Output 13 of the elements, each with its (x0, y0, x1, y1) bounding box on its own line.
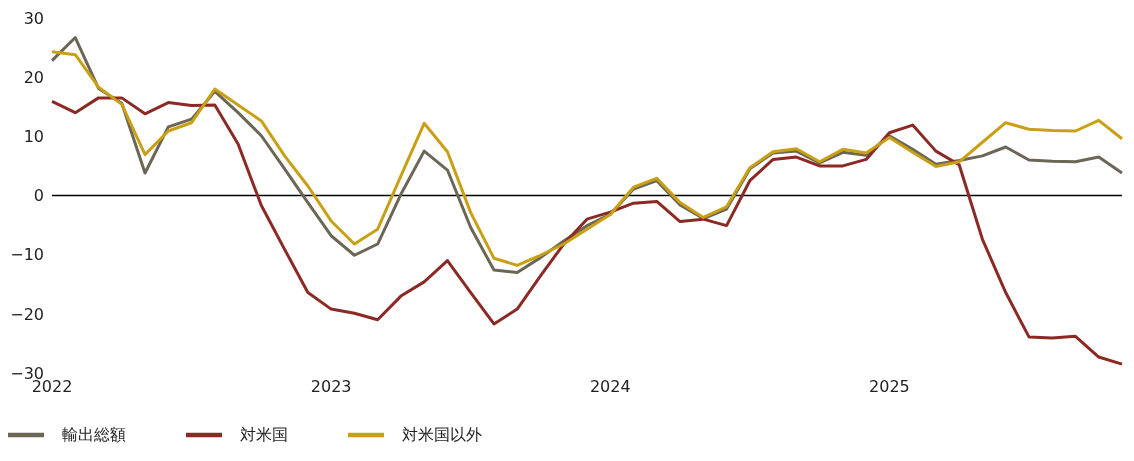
y-tick-label: 0 (33, 186, 44, 206)
x-tick-label: 2025 (869, 377, 910, 397)
y-tick-label: −10 (10, 245, 44, 265)
legend-label: 輸出総額 (62, 424, 126, 444)
line-series (50, 96, 1124, 366)
y-tick-label: 20 (23, 67, 44, 87)
x-tick-label: 2023 (310, 377, 352, 397)
legend-label: 対米国 (240, 424, 288, 444)
x-tick-label: 2024 (589, 377, 631, 397)
y-tick-label: −20 (10, 304, 44, 324)
y-tick-label: 10 (23, 127, 44, 147)
y-tick-label: 30 (23, 8, 44, 28)
legend-label: 対米国以外 (402, 424, 482, 444)
